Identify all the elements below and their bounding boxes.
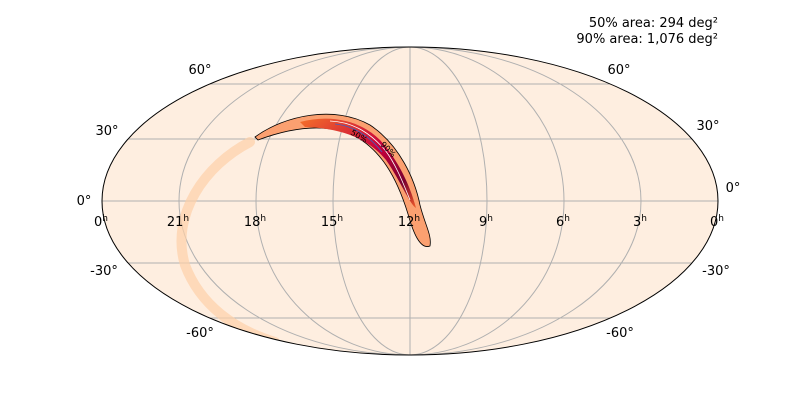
ra-hour: 0 — [710, 215, 718, 230]
dec-label: -60° — [606, 326, 634, 341]
ra-label: 0h — [94, 214, 108, 230]
ra-hour: 15 — [321, 215, 338, 230]
ra-label: 12h — [398, 214, 420, 230]
dec-label: 30° — [95, 124, 118, 139]
ra-unit: h — [337, 214, 343, 224]
dec-label: -30° — [702, 264, 730, 279]
dec-label: 60° — [188, 63, 211, 78]
ra-hour: 12 — [398, 215, 415, 230]
area-annotation: 50% area: 294 deg² — [589, 16, 718, 31]
ra-hour: 0 — [94, 215, 102, 230]
dec-label: -30° — [90, 264, 118, 279]
dec-label: 0° — [77, 194, 92, 209]
meridian — [255, 47, 565, 355]
ra-unit: h — [564, 214, 570, 224]
ra-unit: h — [260, 214, 266, 224]
probability-region — [176, 113, 431, 347]
ra-unit: h — [487, 214, 493, 224]
ra-unit: h — [641, 214, 647, 224]
ra-unit: h — [102, 214, 108, 224]
ra-label: 18h — [244, 214, 266, 230]
ra-unit: h — [414, 214, 420, 224]
meridian — [178, 47, 642, 355]
ra-label: 3h — [633, 214, 647, 230]
map-border — [101, 46, 719, 356]
ra-label: 9h — [479, 214, 493, 230]
area-annotation: 90% area: 1,076 deg² — [576, 32, 718, 47]
dec-label: -60° — [186, 326, 214, 341]
ra-hour: 21 — [167, 215, 184, 230]
ra-hour: 6 — [556, 215, 564, 230]
ra-label: 15h — [321, 214, 343, 230]
ra-label: 6h — [556, 214, 570, 230]
ra-unit: h — [718, 214, 724, 224]
dec-label: 60° — [607, 63, 630, 78]
ra-label: 21h — [167, 214, 189, 230]
ra-label: 0h — [710, 214, 724, 230]
dec-label: 0° — [726, 181, 741, 196]
meridian — [332, 47, 488, 355]
dec-label: 30° — [696, 119, 719, 134]
ra-hour: 3 — [633, 215, 641, 230]
ra-hour: 18 — [244, 215, 261, 230]
ra-hour: 9 — [479, 215, 487, 230]
ra-unit: h — [183, 214, 189, 224]
